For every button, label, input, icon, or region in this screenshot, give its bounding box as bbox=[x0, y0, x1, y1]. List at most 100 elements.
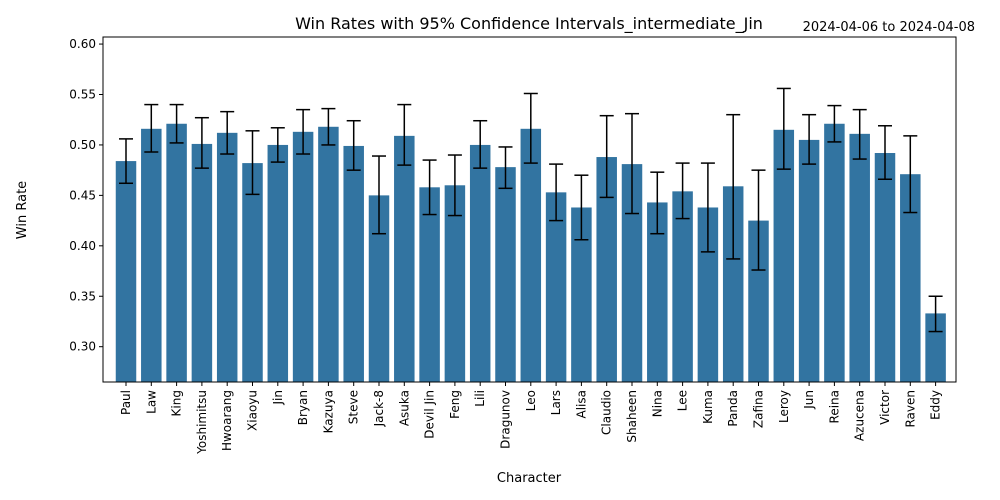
bar-kuma bbox=[697, 207, 719, 382]
x-tick-label: Nina bbox=[650, 390, 664, 417]
bar-feng bbox=[444, 185, 466, 382]
error-bar bbox=[119, 138, 133, 185]
error-bars-group bbox=[119, 87, 943, 333]
bar-lars bbox=[545, 192, 567, 382]
error-bar bbox=[751, 169, 766, 271]
x-tick-label: Lili bbox=[473, 390, 487, 407]
bar-jun bbox=[798, 139, 820, 382]
x-axis-label: Character bbox=[497, 471, 562, 486]
x-tick-label: Bryan bbox=[296, 390, 310, 425]
bar-alisa bbox=[571, 207, 592, 382]
bars-group bbox=[115, 123, 946, 382]
error-bar bbox=[321, 107, 336, 146]
bar-steve bbox=[343, 145, 364, 382]
bar-paul bbox=[115, 161, 137, 382]
bar-reina bbox=[824, 123, 845, 382]
x-tick-label: Leroy bbox=[777, 390, 791, 423]
x-tick-label: Kazuya bbox=[321, 390, 335, 433]
bar-panda bbox=[722, 186, 744, 382]
error-bar bbox=[397, 103, 412, 166]
x-tick-label: Shaheen bbox=[625, 390, 639, 443]
error-bar bbox=[245, 130, 260, 196]
bar-shaheen bbox=[621, 164, 643, 382]
x-tick-label: Devil Jin bbox=[423, 390, 437, 439]
x-tick-label: Hwoarang bbox=[220, 390, 234, 451]
error-bar bbox=[726, 113, 741, 260]
x-tick-label: Eddy bbox=[929, 390, 943, 420]
error-bar bbox=[903, 135, 918, 214]
bar-lee bbox=[672, 191, 693, 382]
x-tick-label: Alisa bbox=[574, 390, 588, 418]
x-axis: Paul Law King Yoshimitsu Hwoarang Xiaoyu Jin Br… bbox=[119, 382, 943, 455]
error-bar bbox=[574, 174, 589, 241]
x-tick-label: Panda bbox=[726, 390, 740, 427]
bar-law bbox=[141, 128, 162, 382]
y-tick-label: 0.45 bbox=[69, 188, 96, 202]
y-tick-label: 0.60 bbox=[69, 37, 96, 51]
x-tick-label: Azucena bbox=[853, 390, 867, 441]
error-bar bbox=[625, 112, 639, 215]
bar-lili bbox=[469, 144, 491, 382]
error-bar bbox=[194, 116, 209, 169]
x-tick-label: Raven bbox=[903, 390, 917, 428]
error-bar bbox=[473, 119, 488, 169]
x-tick-label: Xiaoyu bbox=[246, 390, 260, 431]
x-tick-label: Paul bbox=[119, 390, 133, 415]
bar-jin bbox=[267, 144, 289, 382]
x-tick-label: Reina bbox=[827, 390, 841, 423]
bar-eddy bbox=[925, 313, 946, 382]
bar-victor bbox=[874, 153, 896, 382]
y-tick-label: 0.50 bbox=[69, 138, 96, 152]
error-bar bbox=[878, 125, 892, 180]
bar-hwoarang bbox=[216, 132, 238, 382]
error-bar bbox=[650, 171, 665, 235]
x-tick-label: Zafina bbox=[752, 390, 766, 428]
bar-devil-jin bbox=[419, 187, 440, 382]
y-tick-label: 0.40 bbox=[69, 239, 96, 253]
error-bar bbox=[928, 295, 943, 333]
chart-title: Win Rates with 95% Confidence Intervals_… bbox=[295, 14, 763, 34]
bar-nina bbox=[647, 202, 668, 382]
error-bar bbox=[802, 113, 817, 165]
error-bar bbox=[346, 119, 361, 171]
bar-kazuya bbox=[318, 126, 339, 382]
x-tick-label: Lee bbox=[676, 390, 690, 411]
x-tick-label: Kuma bbox=[701, 390, 715, 424]
error-bar bbox=[776, 87, 791, 170]
bar-claudio bbox=[596, 157, 617, 382]
plot-frame bbox=[102, 36, 957, 383]
error-bar bbox=[220, 110, 235, 155]
x-tick-label: Jin bbox=[271, 390, 285, 405]
x-tick-label: Lars bbox=[549, 390, 563, 415]
error-bar bbox=[169, 103, 184, 144]
x-tick-label: Jack-8 bbox=[372, 390, 386, 427]
y-tick-label: 0.30 bbox=[69, 340, 96, 354]
error-bar bbox=[498, 146, 513, 190]
bar-raven bbox=[900, 174, 921, 382]
error-bar bbox=[549, 163, 564, 222]
error-bar bbox=[447, 154, 462, 217]
error-bar bbox=[270, 127, 285, 163]
y-axis: 0.30 0.35 0.40 0.45 0.50 0.55 0.60 bbox=[69, 37, 103, 354]
bar-king bbox=[166, 123, 187, 382]
bar-xiaoyu bbox=[242, 163, 263, 382]
error-bar bbox=[599, 114, 614, 199]
bar-asuka bbox=[394, 135, 415, 382]
bar-azucena bbox=[849, 133, 870, 382]
y-tick-label: 0.55 bbox=[69, 88, 96, 102]
x-tick-label: Claudio bbox=[600, 390, 614, 435]
x-tick-label: Leo bbox=[524, 390, 538, 411]
error-bar bbox=[700, 162, 715, 253]
chart-subtitle: 2024-04-06 to 2024-04-08 bbox=[803, 20, 975, 35]
error-bar bbox=[852, 108, 867, 160]
x-tick-label: Yoshimitsu bbox=[195, 390, 209, 455]
x-tick-label: Victor bbox=[878, 390, 892, 425]
error-bar bbox=[372, 155, 386, 235]
error-bar bbox=[675, 162, 690, 220]
x-tick-label: King bbox=[170, 390, 184, 416]
x-tick-label: Feng bbox=[448, 390, 462, 419]
error-bar bbox=[523, 92, 538, 164]
y-tick-label: 0.35 bbox=[69, 289, 96, 303]
bar-jack-8 bbox=[368, 195, 390, 382]
